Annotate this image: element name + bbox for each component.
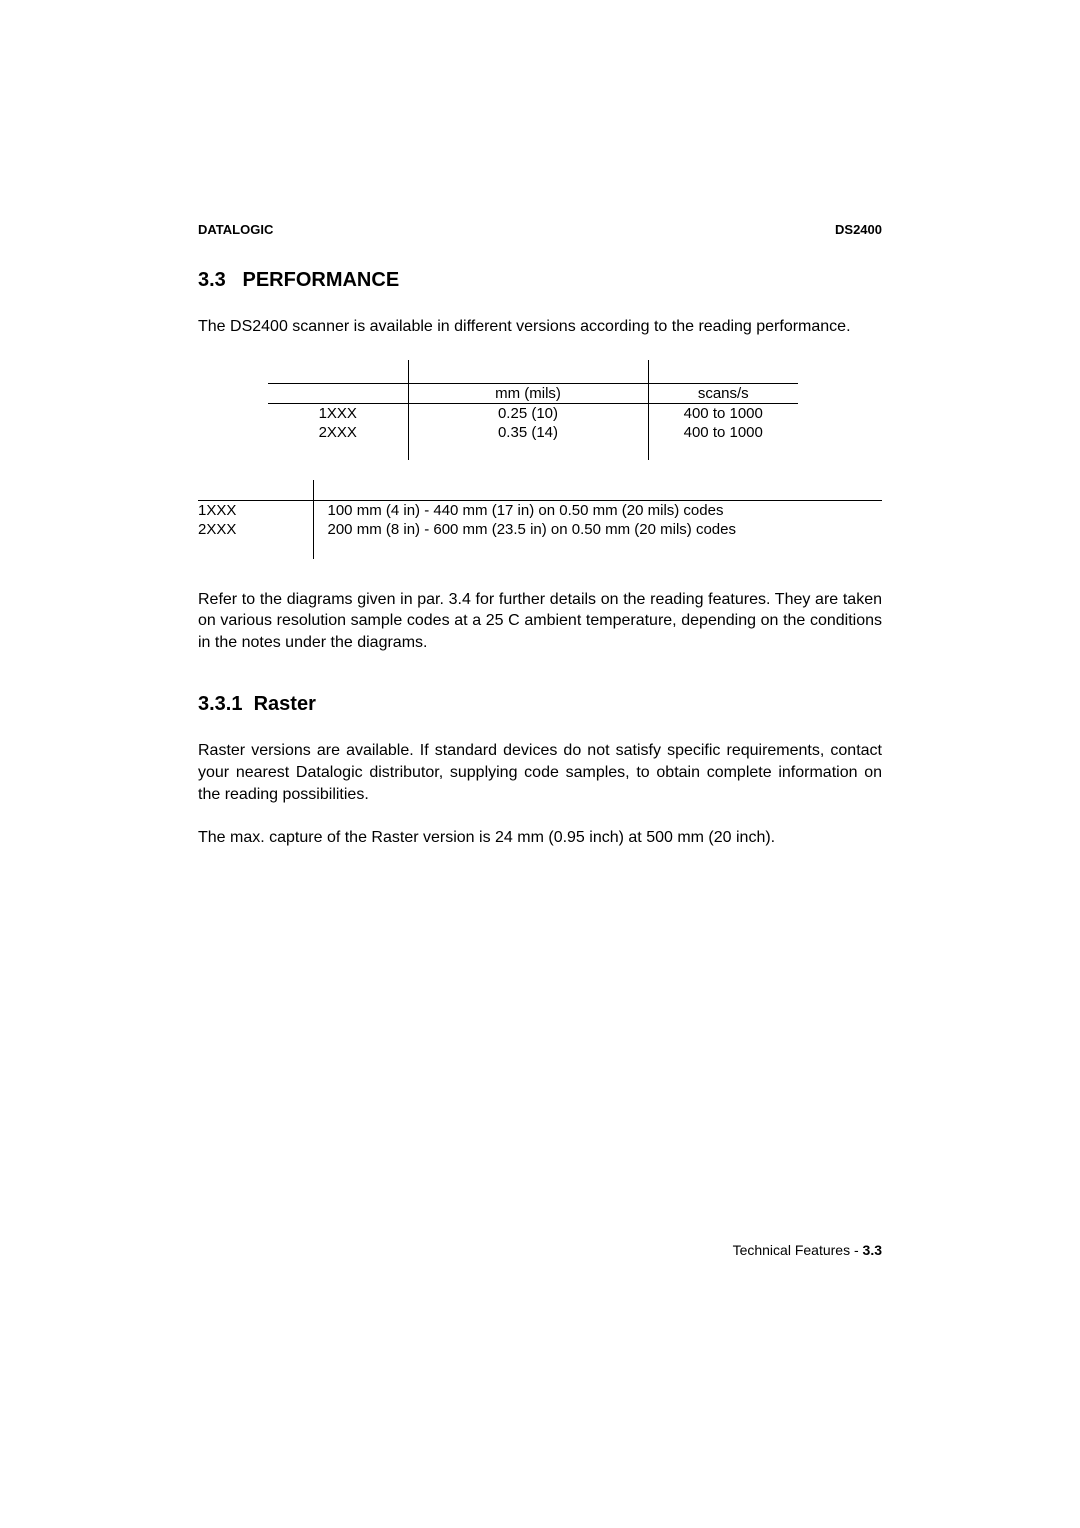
cell-speed: 400 to 1000 <box>648 423 798 442</box>
section-heading: PERFORMANCE <box>242 269 399 291</box>
running-header: DATALOGIC DS2400 <box>198 222 882 237</box>
raster-paragraph-2: The max. capture of the Raster version i… <box>198 827 882 849</box>
subsection-number: 3.3.1 <box>198 693 242 715</box>
reference-paragraph: Refer to the diagrams given in par. 3.4 … <box>198 589 882 654</box>
section-number: 3.3 <box>198 269 226 291</box>
table-row: 1XXX 100 mm (4 in) - 440 mm (17 in) on 0… <box>198 500 882 520</box>
table1-head-speed: scans/s <box>648 384 798 404</box>
footer-text: Technical Features - <box>733 1242 863 1258</box>
cell-range: 200 mm (8 in) - 600 mm (23.5 in) on 0.50… <box>313 520 882 539</box>
page-footer: Technical Features - 3.3 <box>733 1242 882 1258</box>
subsection-title: 3.3.1 Raster <box>198 693 882 716</box>
cell-res: 0.25 (10) <box>408 404 648 424</box>
cell-range: 100 mm (4 in) - 440 mm (17 in) on 0.50 m… <box>313 500 882 520</box>
header-left: DATALOGIC <box>198 222 273 237</box>
table-row: 1XXX 0.25 (10) 400 to 1000 <box>268 404 798 424</box>
range-table: 1XXX 100 mm (4 in) - 440 mm (17 in) on 0… <box>198 480 882 559</box>
table1-head-res: mm (mils) <box>408 384 648 404</box>
header-right: DS2400 <box>835 222 882 237</box>
cell-speed: 400 to 1000 <box>648 404 798 424</box>
footer-page: 3.3 <box>863 1242 882 1258</box>
raster-paragraph-1: Raster versions are available. If standa… <box>198 740 882 805</box>
page: DATALOGIC DS2400 3.3 PERFORMANCE The DS2… <box>198 222 882 871</box>
table-row: 2XXX 0.35 (14) 400 to 1000 <box>268 423 798 442</box>
cell-version: 2XXX <box>198 520 313 539</box>
cell-version: 2XXX <box>268 423 408 442</box>
section-title: 3.3 PERFORMANCE <box>198 269 882 292</box>
cell-version: 1XXX <box>268 404 408 424</box>
table-row: 2XXX 200 mm (8 in) - 600 mm (23.5 in) on… <box>198 520 882 539</box>
subsection-heading: Raster <box>254 693 316 715</box>
cell-version: 1XXX <box>198 500 313 520</box>
performance-table: mm (mils) scans/s 1XXX 0.25 (10) 400 to … <box>268 360 798 461</box>
cell-res: 0.35 (14) <box>408 423 648 442</box>
intro-paragraph: The DS2400 scanner is available in diffe… <box>198 316 882 338</box>
